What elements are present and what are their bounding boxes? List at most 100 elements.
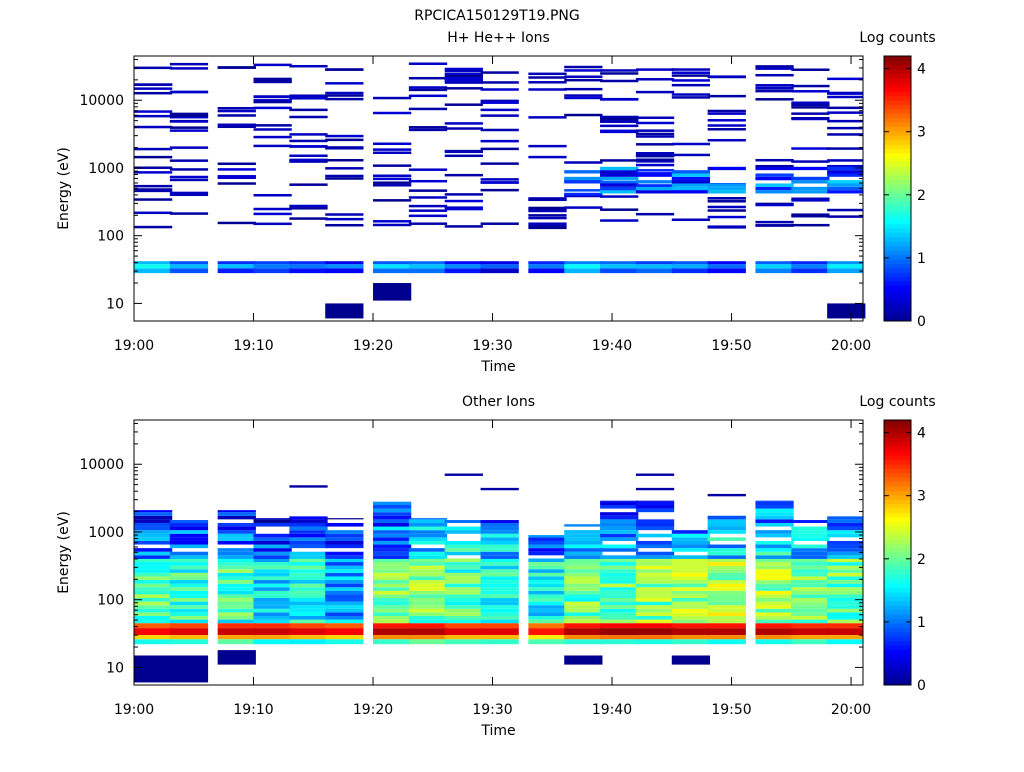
heat-cell — [827, 166, 863, 171]
heat-cell — [480, 537, 519, 541]
colorbar-step — [884, 455, 911, 461]
heat-cell — [755, 224, 794, 227]
heat-cell — [169, 212, 209, 215]
heat-cell — [827, 608, 863, 613]
heat-cell — [755, 65, 794, 68]
heat-cell — [564, 605, 603, 609]
heat-cell — [217, 608, 256, 613]
heat-cell — [134, 114, 173, 118]
colorbar-step — [884, 152, 911, 158]
colorbar-step — [884, 113, 911, 119]
panel-1: H+ He++ Ions Log counts 19:00 19:10 19:20 19:… — [56, 30, 936, 375]
heat-cell — [289, 639, 328, 645]
colorbar-step — [884, 521, 911, 527]
heat-cell — [480, 181, 519, 184]
heat-cell — [707, 261, 746, 265]
heat-cell — [635, 569, 675, 573]
heat-cell — [600, 590, 639, 595]
heat-cell — [169, 268, 209, 274]
heat-cell — [755, 522, 794, 527]
heat-cell — [600, 635, 639, 640]
colorbar-step — [884, 485, 911, 491]
heat-cell — [217, 168, 256, 171]
colorbar-step — [884, 86, 911, 92]
heat-cell — [444, 628, 483, 636]
colorbar-step — [884, 232, 911, 238]
heat-cell — [671, 635, 711, 640]
heat-cell — [253, 193, 292, 197]
heat-cell — [791, 580, 830, 584]
heat-cell — [827, 540, 863, 545]
heat-cell — [217, 558, 256, 563]
heat-cell — [707, 186, 746, 191]
heat-cell — [444, 173, 483, 177]
colorbar-step — [884, 241, 911, 247]
heat-cell — [564, 78, 603, 82]
heat-cell — [134, 576, 173, 581]
heat-cell — [480, 551, 519, 556]
heat-cell — [755, 598, 794, 602]
heat-cell — [289, 619, 328, 624]
heat-cell — [827, 598, 863, 602]
heat-cell — [373, 174, 412, 178]
heat-cell — [408, 204, 448, 208]
heat-cell — [480, 147, 519, 151]
colorbar-step — [884, 653, 911, 659]
heat-cell — [134, 565, 173, 570]
heat-cell — [217, 605, 256, 609]
heat-cell — [528, 155, 567, 159]
heat-cell — [755, 203, 794, 207]
y-tick-label: 100 — [97, 593, 124, 609]
heat-cell — [707, 112, 746, 115]
heat-cell — [444, 261, 483, 265]
y-tick-label: 1000 — [88, 525, 124, 541]
heat-cell — [444, 78, 483, 82]
heat-cell — [564, 206, 603, 209]
heat-cell — [827, 92, 863, 95]
heat-cell — [480, 619, 519, 624]
heat-cell — [528, 565, 567, 570]
heat-cell — [169, 565, 209, 570]
heat-cell — [707, 215, 746, 219]
heat-cell — [600, 117, 639, 121]
heat-cell — [600, 501, 639, 505]
heat-cell — [827, 576, 863, 581]
heat-cell — [169, 159, 209, 162]
heat-cell — [480, 114, 519, 117]
heat-cell — [564, 562, 603, 566]
heat-cell — [600, 183, 639, 187]
heat-cell — [635, 504, 675, 509]
heat-cell — [707, 548, 746, 552]
heat-cell — [707, 526, 746, 531]
heat-cell — [480, 178, 519, 181]
heat-cell — [671, 605, 711, 609]
heat-cell — [707, 225, 746, 228]
heat-cell — [755, 608, 794, 613]
heat-cell — [408, 562, 448, 566]
heat-cell — [707, 205, 746, 209]
heat-cell — [600, 587, 639, 591]
colorbar-step — [884, 512, 911, 518]
heat-cell — [408, 565, 448, 570]
heat-cell — [134, 619, 173, 624]
colorbar-step — [884, 227, 911, 233]
heat-cell — [134, 110, 173, 113]
heat-cell — [755, 569, 794, 573]
heat-cell — [289, 108, 328, 112]
heat-cell — [707, 124, 746, 127]
heat-cell — [325, 639, 364, 645]
heat-cell — [564, 540, 603, 545]
heat-cell — [408, 86, 448, 89]
heat-cell — [134, 530, 173, 534]
heat-cell — [134, 639, 173, 645]
heat-cell — [325, 594, 364, 599]
heat-cell — [791, 583, 830, 588]
heat-cell — [755, 530, 794, 534]
heat-cell — [373, 580, 412, 584]
colorbar-step — [884, 272, 911, 278]
heat-cell — [791, 623, 830, 629]
colorbar-step — [884, 254, 911, 260]
heat-cell — [671, 180, 711, 184]
colorbar-step — [884, 468, 911, 474]
heat-cell — [480, 128, 519, 132]
